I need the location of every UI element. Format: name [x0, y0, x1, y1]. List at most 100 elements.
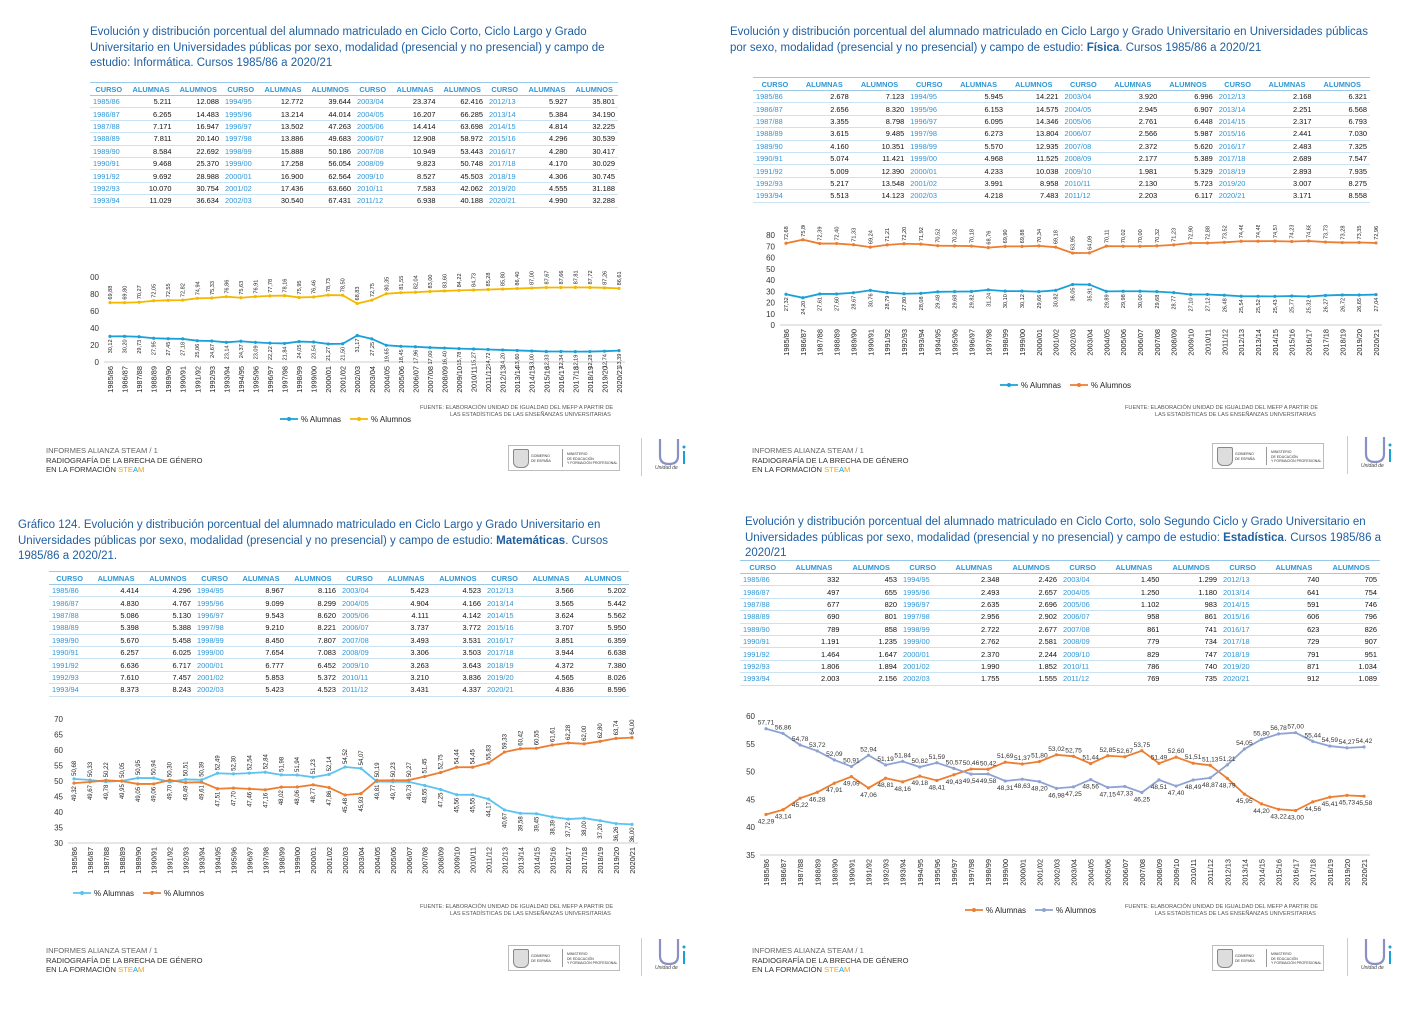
- data-label: 81,55: [399, 276, 405, 290]
- x-tick-label: 2017/18: [580, 847, 589, 874]
- x-tick-label: 2000/01: [309, 847, 318, 874]
- data-point: [136, 776, 140, 780]
- data-label: 28,67: [851, 296, 857, 310]
- table-cell: 10.351: [851, 140, 908, 153]
- data-label: 54,42: [1356, 738, 1373, 745]
- data-label: 48,51: [1151, 784, 1168, 791]
- data-point: [952, 766, 956, 771]
- data-label: 28,77: [1172, 296, 1178, 310]
- table-cell: 4.904: [380, 596, 432, 610]
- government-logo: GOBIERNO DE ESPAÑA MINISTERIO DE EDUCACIÓN…: [1212, 945, 1324, 971]
- column-header: ALUMNOS: [174, 82, 222, 96]
- table-cell: 3.263: [380, 658, 432, 672]
- table-cell: 734: [1162, 635, 1220, 649]
- table-cell: 8.221: [286, 621, 339, 635]
- data-label: 50,19: [375, 762, 381, 778]
- table-cell: 1.102: [1105, 598, 1163, 612]
- data-label: 26,27: [1323, 298, 1329, 312]
- data-point: [1323, 293, 1328, 298]
- data-label: 83,60: [442, 274, 448, 288]
- table-cell: 1.755: [945, 672, 1003, 686]
- data-point: [834, 241, 839, 246]
- x-tick-label: 1998/99: [984, 859, 993, 886]
- table-cell: 1991/92: [753, 164, 797, 178]
- table-cell: 1990/91: [740, 635, 786, 649]
- government-logo: GOBIERNO DE ESPAÑA MINISTERIO DE EDUCACIÓN…: [508, 945, 620, 971]
- table-cell: 1986/87: [753, 102, 797, 116]
- data-label: 52,85: [1099, 747, 1116, 754]
- table-cell: 63.698: [438, 120, 486, 134]
- table-cell: 983: [1162, 598, 1220, 612]
- table-cell: 17.258: [259, 157, 307, 171]
- table-header-row: CURSO ALUMNAS ALUMNOS CURSO ALUMNAS ALUMNOS CU…: [49, 571, 629, 585]
- table-cell: 5.570: [951, 140, 1006, 153]
- table-cell: 1.180: [1162, 585, 1220, 599]
- table-cell: 4.414: [90, 584, 142, 598]
- data-point: [152, 299, 156, 303]
- table-cell: 2.696: [1002, 598, 1060, 612]
- data-point: [851, 243, 856, 247]
- data-point: [486, 287, 490, 292]
- data-label: 46,98: [1048, 792, 1065, 799]
- data-label: 12,34: [559, 355, 565, 369]
- data-point: [370, 298, 374, 302]
- table-cell: 7.807: [286, 634, 339, 647]
- data-point: [184, 777, 188, 782]
- table-cell: 1.806: [785, 660, 843, 674]
- table-cell: 655: [842, 585, 900, 599]
- data-point: [1087, 283, 1092, 287]
- data-label: 23,09: [253, 345, 259, 359]
- data-label: 48,77: [311, 787, 317, 803]
- data-point: [1242, 747, 1246, 751]
- data-point: [72, 777, 76, 781]
- table-cell: 1.647: [842, 647, 900, 661]
- x-tick-label: 2011/12: [485, 847, 494, 873]
- table-cell: 34.190: [570, 107, 618, 121]
- data-label: 69,80: [123, 286, 129, 300]
- table-cell: 740: [1265, 573, 1323, 587]
- data-label: 51,13: [1202, 756, 1219, 763]
- table-cell: 791: [1265, 647, 1323, 661]
- column-header: ALUMNAS: [380, 571, 432, 585]
- coat-of-arms-icon: [1217, 447, 1233, 466]
- series-line: [765, 727, 1365, 794]
- data-label: 70,11: [1104, 230, 1110, 244]
- table-cell: 9.468: [127, 157, 175, 171]
- data-label: 25,32: [1307, 300, 1313, 314]
- table-cell: 2.251: [1259, 102, 1315, 116]
- table-row: 1993/94 2.003 2.156 2002/03 1.755 1.555 2011/1…: [740, 672, 1380, 686]
- table-cell: 2.130: [1105, 177, 1161, 191]
- table-row: 1985/86 332 453 1994/95 2.348 2.426 2003/04 1.4…: [740, 573, 1380, 587]
- data-point: [884, 763, 888, 767]
- table-cell: 6.265: [127, 107, 175, 121]
- table-cell: 2.003: [785, 672, 843, 686]
- x-tick-label: 1992/93: [208, 366, 217, 393]
- unidad-igualdad-logo: Unidad de: [655, 939, 686, 971]
- data-label: 52,84: [263, 754, 269, 770]
- column-header: ALUMNOS: [1006, 77, 1062, 91]
- data-point: [399, 291, 403, 295]
- table-cell: 2012/13: [485, 95, 524, 109]
- table-cell: 5.670: [90, 634, 142, 647]
- data-label: 47,70: [231, 790, 237, 806]
- data-point: [1071, 785, 1076, 789]
- data-label: 49,81: [375, 784, 381, 800]
- table-cell: 30.539: [570, 132, 618, 146]
- source-note: FUENTE: ELABORACIÓN UNIDAD DE IGUALDAD D…: [1125, 904, 1319, 917]
- data-point: [1340, 240, 1344, 245]
- data-point: [282, 293, 287, 298]
- data-point: [1003, 760, 1007, 764]
- table-cell: 2014/15: [1219, 598, 1266, 612]
- x-tick-label: 2020/21: [1372, 329, 1381, 356]
- x-tick-label: 1998/99: [295, 366, 304, 393]
- data-point: [1259, 737, 1264, 741]
- column-header: ALUMNOS: [431, 571, 484, 585]
- data-point: [312, 340, 316, 344]
- x-tick-label: 2016/17: [1305, 329, 1314, 356]
- data-label: 24,05: [297, 345, 303, 359]
- data-label: 86,61: [617, 271, 623, 285]
- legend-label: % Alumnas: [94, 889, 134, 898]
- x-tick-label: 2016/17: [564, 847, 573, 874]
- table-cell: 3.851: [525, 634, 577, 647]
- x-tick-label: 2019/20: [612, 847, 621, 874]
